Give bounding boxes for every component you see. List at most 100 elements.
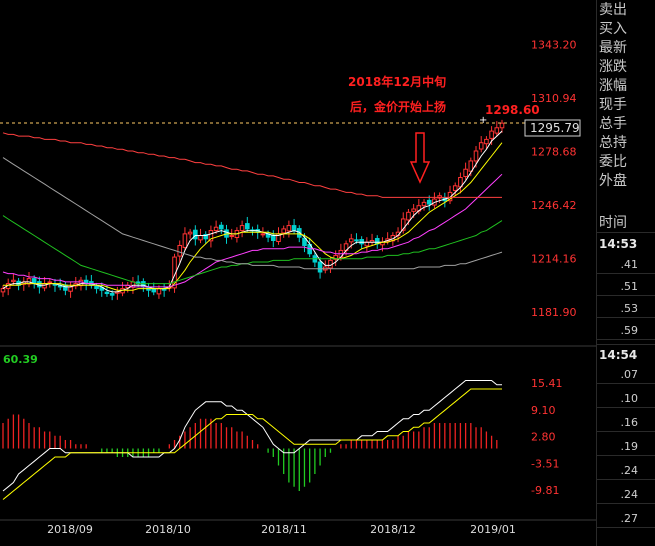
time-label-2: 14:54	[599, 348, 638, 362]
time-tick-value: .10	[620, 392, 639, 405]
candle-body	[245, 223, 250, 230]
price-tick-label: 1278.68	[531, 146, 577, 159]
candle-body	[421, 201, 427, 207]
candle-body	[499, 122, 505, 129]
gold-price-chart: 1343.20 1310.94 1278.68 1246.42 1214.16 1181.…	[0, 39, 596, 536]
candle-body	[260, 233, 266, 236]
candle-body	[484, 138, 489, 145]
x-tick-label: 2018/10	[145, 523, 191, 536]
candle-body	[333, 254, 338, 260]
candle-body	[473, 150, 479, 162]
candle-body	[411, 208, 416, 212]
candle-body	[286, 225, 292, 232]
ma-line-5	[2, 132, 502, 198]
time-tick-value: .53	[620, 302, 639, 315]
time-tick-value: .16	[620, 416, 639, 429]
current-price: 1295.79	[530, 121, 580, 135]
candle-body	[281, 228, 286, 234]
macd-tick-label: 2.80	[531, 431, 556, 444]
panel-label: 外盘	[599, 173, 627, 189]
candle-body	[63, 284, 68, 291]
candle-body	[193, 229, 198, 240]
panel-label: 买入	[599, 21, 627, 37]
price-tick-label: 1181.90	[531, 306, 577, 319]
ma-line-1	[3, 142, 503, 291]
candle-body	[37, 281, 42, 288]
price-tick-label: 1310.94	[531, 92, 577, 105]
ma-line-0	[2, 130, 503, 293]
candle-body	[354, 239, 359, 242]
candle-body	[452, 185, 458, 191]
panel-label: 最新	[599, 40, 627, 56]
ma-line-4	[2, 157, 503, 270]
macd-dif-line	[2, 380, 502, 492]
candle-body	[463, 168, 468, 178]
candle-body	[239, 225, 245, 232]
candle-body	[47, 281, 53, 284]
time-tick-value: .51	[620, 280, 639, 293]
time-tick-value: .24	[620, 464, 639, 477]
ma-line-2	[2, 173, 503, 288]
candle-body	[182, 233, 188, 248]
macd-tick-label: -3.51	[531, 457, 559, 470]
time-tick-value: .59	[620, 324, 639, 337]
time-tick-value: .07	[620, 368, 639, 381]
candle-body	[99, 287, 105, 291]
candle-body	[203, 234, 209, 240]
time-tick-value: .19	[620, 440, 639, 453]
macd-tick-label: 9.10	[531, 404, 556, 417]
candle-body	[42, 283, 47, 289]
candle-body	[494, 127, 500, 134]
candle-body	[187, 231, 193, 235]
candle-body	[489, 130, 494, 139]
quote-panel: 卖出 买入 最新 涨跌 涨幅 现手 总手 总持 委比 外盘 时间 14:53 .41 .51 .53.…	[596, 0, 655, 546]
candle-body	[400, 218, 406, 231]
time-tick-value: .24	[620, 488, 639, 501]
panel-label: 总手	[599, 116, 627, 132]
price-tick-label: 1343.20	[531, 39, 577, 52]
candle-body	[198, 235, 203, 241]
candle-body	[229, 235, 235, 238]
macd-tick-label: 15.41	[531, 377, 563, 390]
candle-body	[0, 288, 6, 293]
candle-body	[348, 238, 354, 243]
time-tick-value: .41	[620, 258, 639, 271]
candle-body	[302, 237, 307, 246]
candle-body	[291, 225, 297, 232]
macd-dea-line	[2, 388, 502, 500]
down-arrow-icon	[409, 132, 431, 184]
candle-body	[406, 211, 411, 221]
x-tick-label: 2019/01	[470, 523, 516, 536]
candle-body	[11, 279, 16, 283]
candle-body	[177, 244, 183, 257]
left-value-label: 60.39	[3, 353, 38, 366]
candle-body	[364, 241, 370, 247]
panel-label: 委比	[599, 154, 627, 170]
candle-body	[104, 291, 110, 295]
candle-body	[213, 226, 219, 232]
macd-tick-label: -9.81	[531, 484, 559, 497]
candle-body	[109, 293, 115, 296]
candle-body	[359, 239, 364, 245]
candle-body	[94, 285, 99, 290]
ma-line-3	[2, 215, 503, 285]
time-label-1: 14:53	[599, 237, 638, 251]
x-tick-label: 2018/12	[370, 523, 416, 536]
candle-body	[447, 191, 453, 202]
candle-body	[208, 230, 214, 242]
candle-body	[156, 288, 162, 295]
candle-body	[317, 261, 323, 273]
candle-body	[468, 160, 474, 172]
panel-label: 涨幅	[599, 78, 627, 94]
panel-label: 总持	[599, 135, 627, 151]
candle-body	[478, 142, 484, 150]
candle-body	[219, 224, 224, 230]
panel-label: 现手	[599, 97, 627, 113]
high-marker-icon: +	[479, 115, 487, 126]
x-tick-label: 2018/09	[47, 523, 93, 536]
annotation-line-2: 后，金价开始上扬	[350, 99, 446, 114]
price-tick-label: 1246.42	[531, 199, 577, 212]
candle-body	[151, 288, 157, 293]
current-price-box	[524, 119, 581, 137]
panel-label: 涨跌	[599, 59, 627, 75]
